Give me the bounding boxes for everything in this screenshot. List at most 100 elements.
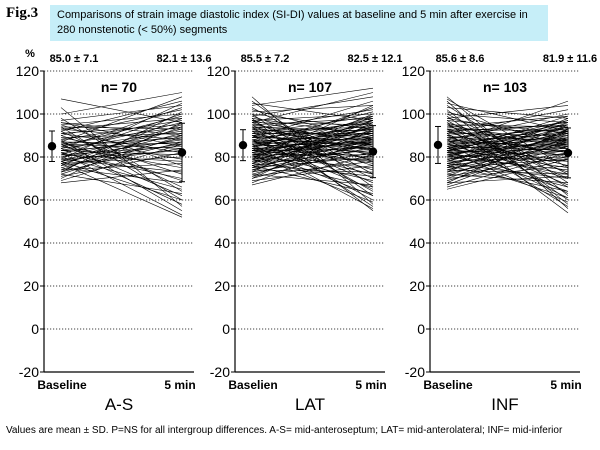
baseline-mean-marker bbox=[47, 142, 57, 151]
segment-line bbox=[446, 126, 569, 147]
after-mean-marker bbox=[368, 147, 378, 156]
segment-line bbox=[60, 163, 183, 218]
segment-line bbox=[446, 143, 569, 171]
segment-line bbox=[60, 163, 183, 171]
segment-line bbox=[60, 156, 183, 190]
segment-line bbox=[251, 122, 374, 126]
segment-line bbox=[446, 126, 569, 166]
segment-line bbox=[60, 141, 183, 173]
segment-line bbox=[251, 122, 374, 179]
y-tick-label: 40 bbox=[214, 235, 230, 251]
segment-line bbox=[446, 133, 569, 156]
y-tick-label: 40 bbox=[409, 235, 425, 251]
segment-line bbox=[60, 154, 183, 162]
segment-line bbox=[60, 135, 183, 175]
y-tick-label: 120 bbox=[207, 63, 231, 79]
segment-line bbox=[446, 100, 569, 145]
after-mean-marker bbox=[563, 148, 573, 158]
segment-line bbox=[446, 115, 569, 153]
segment-line bbox=[60, 122, 183, 179]
segment-line bbox=[446, 130, 569, 177]
segment-line bbox=[251, 122, 374, 151]
segment-line bbox=[251, 96, 374, 117]
x-category-label: 5 min bbox=[355, 378, 386, 392]
segment-line bbox=[251, 135, 374, 201]
segment-line bbox=[251, 139, 374, 169]
segment-line bbox=[60, 169, 183, 184]
y-tick-label: 60 bbox=[409, 192, 425, 208]
segment-line bbox=[446, 130, 569, 149]
segment-line bbox=[446, 176, 569, 184]
segment-line bbox=[251, 173, 374, 186]
baseline-mean-marker bbox=[433, 140, 443, 150]
segment-line bbox=[446, 139, 569, 156]
y-tick-label: 0 bbox=[222, 321, 230, 337]
segment-line bbox=[446, 152, 569, 188]
segment-line bbox=[60, 109, 183, 136]
segment-line bbox=[446, 145, 569, 192]
y-tick-label: 100 bbox=[207, 106, 231, 122]
segment-line bbox=[60, 126, 183, 171]
y-tick-label: -20 bbox=[405, 364, 425, 380]
baseline-mean-marker bbox=[238, 140, 248, 150]
segment-line bbox=[446, 105, 569, 119]
segment-line bbox=[251, 115, 374, 173]
segment-line bbox=[251, 105, 374, 160]
segment-line bbox=[60, 152, 183, 177]
segment-line bbox=[60, 98, 183, 123]
segment-line bbox=[446, 113, 569, 123]
n-label: n= 107 bbox=[288, 79, 332, 95]
y-tick-label: 60 bbox=[23, 192, 39, 208]
segment-line bbox=[446, 122, 569, 162]
x-category-label: Baselien bbox=[228, 378, 277, 392]
panel-label: LAT bbox=[295, 395, 325, 414]
segment-line bbox=[251, 100, 374, 138]
segment-line bbox=[60, 156, 183, 164]
y-unit-label: % bbox=[25, 48, 35, 60]
y-tick-label: 0 bbox=[31, 321, 39, 337]
panel-a-s bbox=[40, 70, 194, 373]
y-tick-label: 0 bbox=[417, 321, 425, 337]
segment-line bbox=[251, 148, 374, 196]
y-tick-label: 80 bbox=[214, 149, 230, 165]
segment-line bbox=[446, 128, 569, 184]
x-category-label: Baseline bbox=[423, 378, 473, 392]
segment-line bbox=[60, 141, 183, 151]
y-tick-label: 40 bbox=[23, 235, 39, 251]
segment-line bbox=[446, 143, 569, 179]
segment-line bbox=[60, 173, 183, 194]
y-tick-label: 100 bbox=[402, 106, 426, 122]
segment-line bbox=[251, 141, 374, 175]
figure-header: Comparisons of strain image diastolic in… bbox=[50, 5, 548, 41]
segment-line bbox=[446, 139, 569, 186]
segment-line bbox=[251, 135, 374, 151]
n-label: n= 70 bbox=[101, 79, 137, 95]
segment-line bbox=[251, 137, 374, 184]
segment-line bbox=[251, 111, 374, 143]
after-value-label: 82.1 ± 13.6 bbox=[157, 53, 212, 65]
segment-line bbox=[446, 124, 569, 173]
segment-line bbox=[60, 113, 183, 156]
y-tick-label: 60 bbox=[214, 192, 230, 208]
segment-line bbox=[251, 92, 374, 123]
segment-line bbox=[446, 133, 569, 171]
baseline-value-label: 85.6 ± 8.6 bbox=[436, 53, 485, 65]
segment-line bbox=[60, 100, 183, 132]
segment-line bbox=[251, 150, 374, 160]
y-tick-label: 100 bbox=[16, 106, 40, 122]
after-value-label: 82.5 ± 12.1 bbox=[348, 53, 403, 65]
segment-line bbox=[60, 120, 183, 141]
y-tick-label: 20 bbox=[409, 278, 425, 294]
figure-label: Fig.3 bbox=[6, 5, 39, 21]
segment-line bbox=[251, 145, 374, 179]
segment-line bbox=[446, 124, 569, 143]
segment-line bbox=[446, 135, 569, 164]
segment-line bbox=[60, 126, 183, 201]
segment-line bbox=[60, 167, 183, 184]
segment-line bbox=[446, 109, 569, 134]
segment-line bbox=[446, 145, 569, 164]
segment-line bbox=[251, 122, 374, 136]
segment-line bbox=[251, 143, 374, 149]
